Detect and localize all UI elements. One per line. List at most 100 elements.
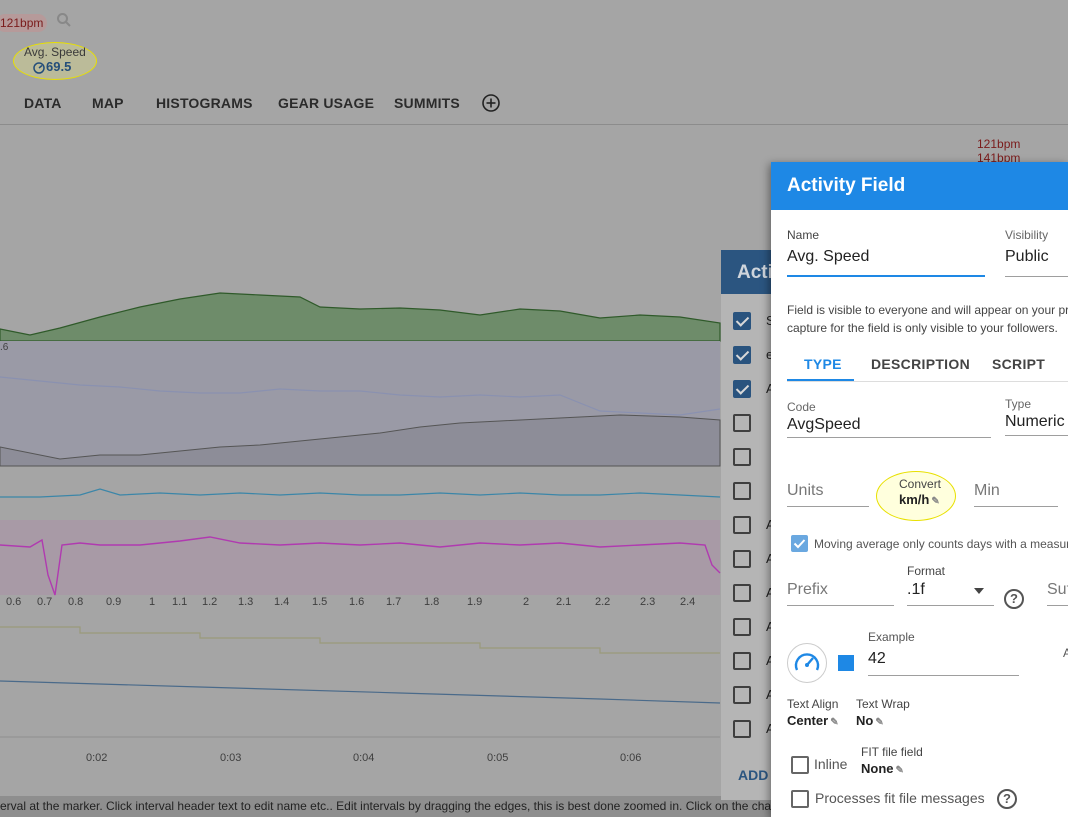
power-line [0,536,721,596]
distance-tick: 2.4 [680,596,696,608]
status-text: erval at the marker. Click interval head… [0,799,771,813]
field-checkbox[interactable] [733,516,751,534]
field-row-label: A [766,585,775,600]
processes-fit-help-icon[interactable]: ? [997,789,1017,809]
processes-fit-checkbox[interactable] [791,790,809,808]
hr-badge: 121bpm [0,14,48,32]
tab-description[interactable]: DESCRIPTION [871,356,970,372]
add-tab-icon[interactable] [482,94,500,112]
field-checkbox[interactable] [733,584,751,602]
edit-pencil-icon: ✎ [830,717,839,728]
format-select[interactable]: .1f [907,581,925,598]
field-checkbox[interactable] [733,380,751,398]
distance-tick: 1.4 [274,596,290,608]
tab-type[interactable]: TYPE [804,356,842,372]
tabs-divider [787,381,1068,382]
tab-data[interactable]: DATA [24,95,62,111]
processes-fit-label: Processes fit file messages [815,790,985,806]
cadence-line [0,626,720,654]
tab-summits[interactable]: SUMMITS [394,95,460,111]
avg-speed-label: Avg. Speed [24,45,86,59]
edit-pencil-icon: ✎ [895,765,904,776]
visibility-info: Field is visible to everyone and will ap… [787,303,1068,335]
field-checkbox[interactable] [733,618,751,636]
time-tick: 0:04 [353,752,375,764]
fit-field-label: FIT file field [861,745,923,759]
visibility-select[interactable]: Public [1005,248,1049,265]
chart-edge-label: .6 [0,342,9,353]
prefix-underline [787,605,894,606]
field-row-label: A [766,381,775,396]
convert-value[interactable]: km/h ✎ [899,492,940,507]
fit-field-value[interactable]: None ✎ [861,761,904,776]
min-input[interactable]: Min [974,482,1000,499]
distance-tick: 1 [149,596,156,608]
distance-tick: 2.3 [640,596,656,608]
color-swatch[interactable] [838,655,854,671]
visibility-underline [1005,276,1068,277]
activity-field-dialog: Activity Field Name Avg. Speed Visibilit… [771,162,1068,817]
distance-tick: 1.3 [238,596,254,608]
suffix-underline [1047,605,1068,606]
field-row-label: A [766,721,775,736]
icon-picker-button[interactable] [787,643,827,683]
distance-tick: 2.2 [595,596,611,608]
code-input[interactable]: AvgSpeed [787,416,861,433]
field-row-label: A [766,653,775,668]
field-checkbox[interactable] [733,448,751,466]
avg-speed-value[interactable]: 69.5 [46,59,72,74]
tab-divider [0,124,1068,125]
distance-tick: 0.8 [68,596,84,608]
visibility-label: Visibility [1005,228,1049,242]
tab-script[interactable]: SCRIPT [992,356,1046,372]
field-row-label: A [766,687,775,702]
name-input[interactable]: Avg. Speed [787,248,870,265]
tab-histograms[interactable]: HISTOGRAMS [156,95,253,111]
field-checkbox[interactable] [733,720,751,738]
speedometer-icon [794,653,820,671]
suffix-input[interactable]: Suf [1047,581,1068,598]
units-input[interactable]: Units [787,482,824,499]
min-underline [974,506,1058,507]
field-checkbox[interactable] [733,312,751,330]
time-tick: 0:05 [487,752,509,764]
type-label: Type [1005,397,1032,411]
distance-tick: 1.1 [172,596,188,608]
distance-tick: 0.6 [6,596,22,608]
inline-checkbox[interactable] [791,756,809,774]
speed-line [0,488,721,498]
example-input[interactable]: 42 [868,650,886,667]
text-align-value[interactable]: Center ✎ [787,713,839,728]
inline-label: Inline [814,756,848,772]
moving-average-checkbox[interactable] [791,535,808,552]
format-help-icon[interactable]: ? [1004,589,1024,609]
dropdown-arrow-icon[interactable] [974,588,984,594]
convert-label: Convert [899,477,942,491]
field-row-label: A [766,551,775,566]
distance-tick: 2 [523,596,530,608]
distance-tick: 1.2 [202,596,218,608]
units-underline [787,506,869,507]
tab-map[interactable]: MAP [92,95,124,111]
code-label: Code [787,400,816,414]
tab-gear-usage[interactable]: GEAR USAGE [278,95,375,111]
edge-letter: A [1063,646,1068,660]
field-checkbox[interactable] [733,482,751,500]
behind-dialog-add-button[interactable]: ADD [738,767,769,783]
search-icon[interactable] [56,12,72,28]
field-checkbox[interactable] [733,652,751,670]
dialog-header [771,162,1068,210]
format-underline [907,605,994,606]
activity-chart[interactable] [0,125,725,770]
type-select[interactable]: Numeric [1005,413,1065,430]
field-checkbox[interactable] [733,414,751,432]
avg-speed-highlight [13,42,97,80]
name-underline [787,275,985,277]
field-checkbox[interactable] [733,346,751,364]
prefix-input[interactable]: Prefix [787,581,828,598]
field-checkbox[interactable] [733,550,751,568]
hr-label-1: 121bpm [977,137,1021,151]
field-checkbox[interactable] [733,686,751,704]
text-wrap-value[interactable]: No ✎ [856,713,884,728]
temperature-line [0,376,721,416]
